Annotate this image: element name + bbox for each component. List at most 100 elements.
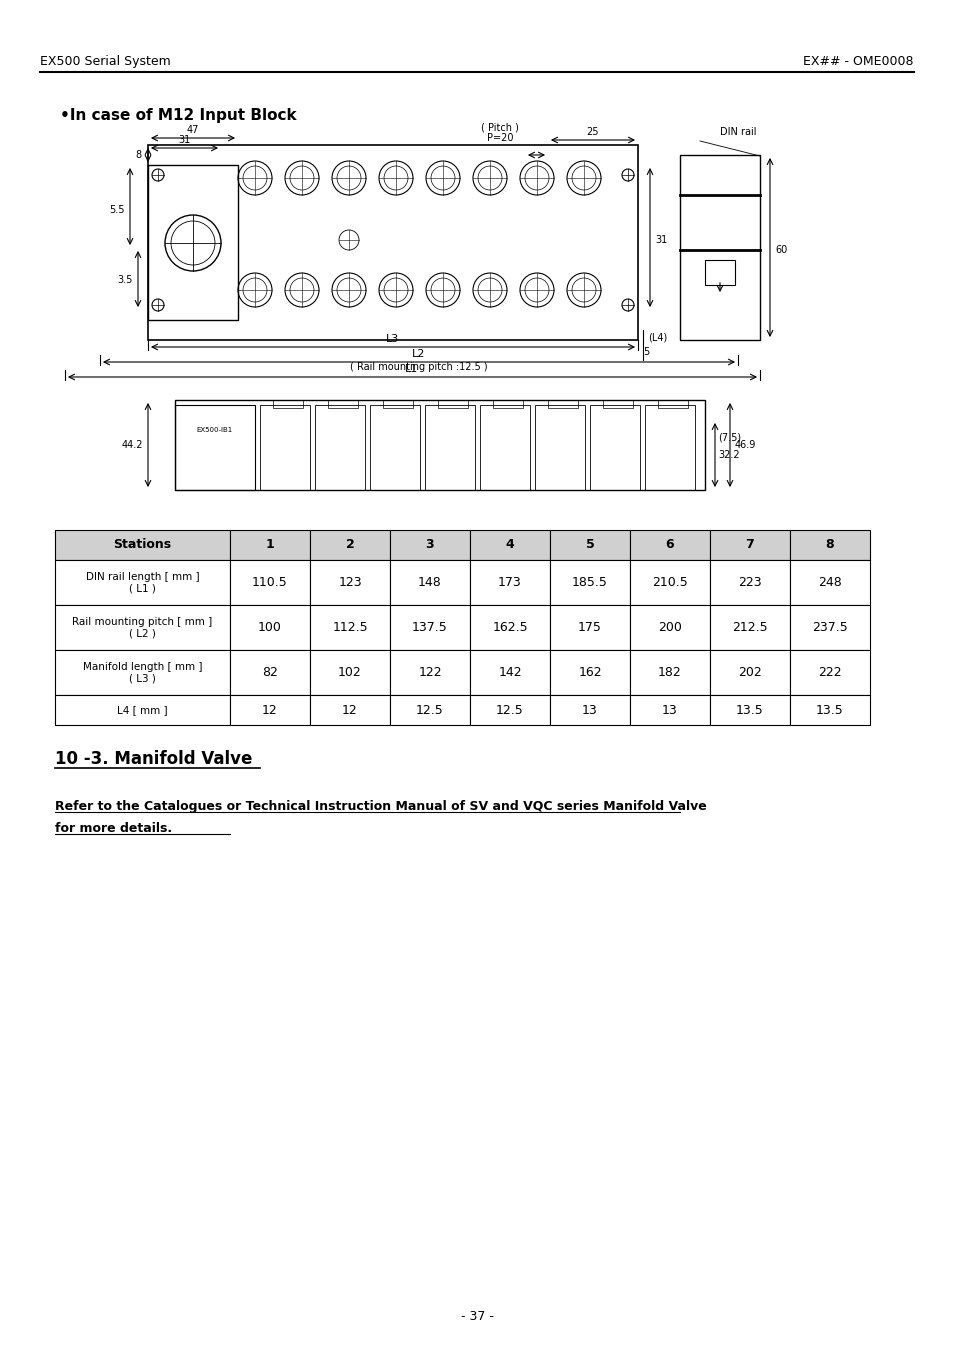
- Text: 31: 31: [655, 235, 666, 245]
- Bar: [629, 650, 709, 694]
- Bar: [174, 400, 704, 490]
- Bar: [470, 694, 550, 725]
- Text: 12: 12: [262, 704, 277, 716]
- Bar: [55, 561, 230, 605]
- Text: 173: 173: [497, 576, 521, 589]
- Text: 182: 182: [658, 666, 681, 680]
- Bar: [314, 405, 365, 490]
- Text: 12.5: 12.5: [496, 704, 523, 716]
- Text: 162: 162: [578, 666, 601, 680]
- Text: EX500-IB1: EX500-IB1: [196, 427, 233, 434]
- Text: 123: 123: [337, 576, 361, 589]
- Bar: [589, 405, 639, 490]
- Text: 222: 222: [818, 666, 841, 680]
- Text: 2: 2: [345, 539, 354, 551]
- Text: L4 [ mm ]: L4 [ mm ]: [117, 705, 168, 715]
- Text: 100: 100: [258, 621, 282, 634]
- Bar: [679, 155, 760, 340]
- Bar: [470, 530, 550, 561]
- Text: 102: 102: [337, 666, 361, 680]
- Text: ( Pitch ): ( Pitch ): [480, 123, 518, 132]
- Text: DIN rail length [ mm ]
( L1 ): DIN rail length [ mm ] ( L1 ): [86, 571, 199, 593]
- Bar: [310, 605, 390, 650]
- Bar: [370, 405, 419, 490]
- Bar: [547, 400, 578, 408]
- Bar: [230, 650, 310, 694]
- Bar: [550, 561, 629, 605]
- Text: Manifold length [ mm ]
( L3 ): Manifold length [ mm ] ( L3 ): [83, 662, 202, 684]
- Bar: [629, 605, 709, 650]
- Bar: [789, 605, 869, 650]
- Bar: [550, 605, 629, 650]
- Text: 185.5: 185.5: [572, 576, 607, 589]
- Text: 202: 202: [738, 666, 761, 680]
- Text: 142: 142: [497, 666, 521, 680]
- Bar: [644, 405, 695, 490]
- Bar: [470, 561, 550, 605]
- Text: 162.5: 162.5: [492, 621, 527, 634]
- Text: 13: 13: [581, 704, 598, 716]
- Bar: [55, 530, 230, 561]
- Bar: [709, 650, 789, 694]
- Bar: [789, 650, 869, 694]
- Text: 12: 12: [342, 704, 357, 716]
- Text: Rail mounting pitch [ mm ]
( L2 ): Rail mounting pitch [ mm ] ( L2 ): [72, 616, 213, 638]
- Bar: [390, 694, 470, 725]
- Bar: [148, 145, 638, 340]
- Bar: [382, 400, 413, 408]
- Bar: [390, 530, 470, 561]
- Bar: [230, 605, 310, 650]
- Bar: [709, 530, 789, 561]
- Text: L1: L1: [405, 363, 418, 374]
- Text: 237.5: 237.5: [811, 621, 847, 634]
- Bar: [629, 694, 709, 725]
- Text: 6: 6: [665, 539, 674, 551]
- Text: 44.2: 44.2: [121, 440, 143, 450]
- Bar: [273, 400, 303, 408]
- Text: 7: 7: [745, 539, 754, 551]
- Text: 5: 5: [642, 347, 649, 357]
- Bar: [550, 694, 629, 725]
- Bar: [55, 650, 230, 694]
- Bar: [390, 561, 470, 605]
- Text: •In case of M12 Input Block: •In case of M12 Input Block: [60, 108, 296, 123]
- Text: 175: 175: [578, 621, 601, 634]
- Bar: [310, 694, 390, 725]
- Bar: [550, 530, 629, 561]
- Bar: [230, 694, 310, 725]
- Text: 200: 200: [658, 621, 681, 634]
- Bar: [390, 650, 470, 694]
- Text: 13.5: 13.5: [815, 704, 843, 716]
- Bar: [470, 650, 550, 694]
- Bar: [789, 694, 869, 725]
- Text: 148: 148: [417, 576, 441, 589]
- Bar: [424, 405, 475, 490]
- Bar: [629, 561, 709, 605]
- Text: 12.5: 12.5: [416, 704, 443, 716]
- Text: 110.5: 110.5: [252, 576, 288, 589]
- Text: 122: 122: [417, 666, 441, 680]
- Bar: [629, 530, 709, 561]
- Text: DIN rail: DIN rail: [720, 127, 756, 136]
- Bar: [709, 561, 789, 605]
- Text: Stations: Stations: [113, 539, 172, 551]
- Bar: [328, 400, 357, 408]
- Text: 4: 4: [505, 539, 514, 551]
- Text: 13: 13: [661, 704, 678, 716]
- Bar: [55, 694, 230, 725]
- Bar: [479, 405, 530, 490]
- Text: 1: 1: [265, 539, 274, 551]
- Text: 212.5: 212.5: [731, 621, 767, 634]
- Bar: [709, 694, 789, 725]
- Text: 82: 82: [262, 666, 277, 680]
- Text: 8: 8: [135, 150, 142, 159]
- Text: for more details.: for more details.: [55, 821, 172, 835]
- Text: 210.5: 210.5: [652, 576, 687, 589]
- Bar: [789, 561, 869, 605]
- Bar: [148, 165, 237, 320]
- Bar: [470, 605, 550, 650]
- Text: L3: L3: [386, 334, 399, 345]
- Bar: [658, 400, 687, 408]
- Text: 137.5: 137.5: [412, 621, 447, 634]
- Bar: [789, 530, 869, 561]
